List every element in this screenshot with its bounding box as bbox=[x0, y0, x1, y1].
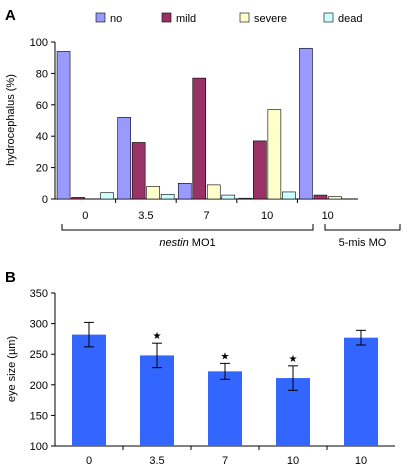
panel-a-y-tick-label: 60 bbox=[36, 100, 48, 112]
panel-b-y-tick-label: 300 bbox=[30, 319, 48, 331]
panel-b-significance-star: ★ bbox=[153, 331, 162, 342]
panel-a-legend: no mild severe dead bbox=[95, 12, 362, 25]
panel-b-y-tick-label: 100 bbox=[30, 441, 48, 453]
panel-a-bar-mild bbox=[313, 194, 328, 200]
panel-b-x-tick-label: 10 bbox=[355, 455, 367, 467]
panel-a-bar-no bbox=[177, 183, 192, 200]
panel-a-bar-dead bbox=[221, 194, 236, 200]
panel-a-x-tick-label: 3.5 bbox=[138, 210, 153, 222]
panel-b-bar bbox=[344, 337, 378, 446]
panel-b-x-tick-label: 3.5 bbox=[149, 455, 164, 467]
panel-a-group-brackets: nestin MO1 5-mis MO bbox=[61, 224, 401, 249]
panel-a-bar-mild bbox=[253, 140, 267, 200]
panel-a-legend-swatch-severe bbox=[239, 12, 250, 23]
panel-a-label: A bbox=[5, 7, 16, 24]
panel-a-x-tick-label: 7 bbox=[203, 210, 209, 222]
panel-a-legend-label-dead: dead bbox=[338, 13, 362, 25]
panel-a-bar-no bbox=[238, 197, 253, 200]
panel-a-y-tick-label: 0 bbox=[42, 194, 48, 206]
panel-a-hydrocephalus-chart: A hydrocephalus (%) no mild severe dead 0 20… bbox=[5, 7, 401, 249]
panel-a-group-label-text: 5-mis MO bbox=[339, 237, 387, 249]
panel-b-x-tick-label: 7 bbox=[222, 455, 228, 467]
panel-a-bar-dead bbox=[160, 193, 175, 200]
panel-a-y-tick-label: 80 bbox=[36, 68, 48, 80]
panel-a-x-tick-label: 10 bbox=[322, 210, 334, 222]
panel-a-group-bracket bbox=[61, 224, 314, 231]
panel-a-bar-no bbox=[299, 47, 313, 200]
panel-a-legend-swatch-mild bbox=[161, 12, 172, 23]
panel-a-ylabel: hydrocephalus (%) bbox=[5, 74, 17, 166]
panel-a-legend-swatch-no bbox=[95, 12, 106, 23]
panel-a-group-label: nestin MO1 bbox=[159, 237, 215, 249]
panel-b-y-tick-label: 150 bbox=[30, 410, 48, 422]
panel-b-significance-star: ★ bbox=[289, 354, 298, 365]
panel-a-bar-severe bbox=[206, 184, 221, 200]
panel-a-legend-label-mild: mild bbox=[176, 13, 196, 25]
panel-a-x-tick-label: 10 bbox=[261, 210, 273, 222]
panel-a-bar-no bbox=[117, 117, 131, 200]
panel-a-group-bracket bbox=[324, 224, 401, 231]
panel-a-y-tick-label: 100 bbox=[30, 37, 48, 49]
panel-a-group-label: 5-mis MO bbox=[339, 237, 387, 249]
panel-a-x-tick-labels: 0 3.5 7 10 10 bbox=[82, 210, 334, 222]
panel-b-significance-star: ★ bbox=[221, 351, 230, 362]
panel-a-bars bbox=[56, 47, 342, 200]
panel-a-bar-mild bbox=[71, 197, 85, 200]
panel-b-ylabel: eye size (µm) bbox=[6, 336, 18, 402]
panel-a-bar-no bbox=[56, 51, 71, 200]
panel-a-bar-mild bbox=[131, 142, 146, 200]
panel-a-group-label-text: MO1 bbox=[189, 237, 216, 249]
panel-b-x-tick-label: 0 bbox=[86, 455, 92, 467]
panel-a-bar-severe bbox=[267, 109, 282, 200]
panel-a-x-tick-label: 0 bbox=[82, 210, 88, 222]
panel-b-y-tick-label: 200 bbox=[30, 380, 48, 392]
panel-a-y-tick-label: 20 bbox=[36, 163, 48, 175]
panel-b-bar bbox=[140, 355, 174, 446]
panel-b-y-tick-label: 250 bbox=[30, 349, 48, 361]
panel-a-y-tick-label: 40 bbox=[36, 131, 48, 143]
panel-a-bar-severe bbox=[328, 196, 342, 200]
panel-a-legend-label-no: no bbox=[110, 13, 122, 25]
panel-a-bar-severe bbox=[146, 186, 160, 200]
panel-b-x-tick-label: 10 bbox=[287, 455, 299, 467]
panel-b-bar bbox=[208, 371, 242, 446]
panel-a-bar-dead bbox=[282, 191, 296, 200]
panel-b-bar bbox=[72, 334, 106, 446]
panel-a-bar-mild bbox=[192, 77, 207, 200]
panel-b-y-tick-label: 350 bbox=[30, 288, 48, 300]
panel-b-bars: ★ ★ ★ bbox=[72, 321, 378, 446]
panel-b-axes: 100 150 200 250 300 350 bbox=[30, 288, 395, 453]
panel-b-x-tick-labels: 0 3.5 7 10 10 bbox=[86, 455, 367, 467]
panel-a-bar-dead bbox=[100, 192, 114, 200]
panel-a-legend-swatch-dead bbox=[323, 12, 334, 23]
panel-a-legend-label-severe: severe bbox=[254, 13, 287, 25]
panel-b-label: B bbox=[5, 269, 16, 286]
panel-a-group-label-italic: nestin bbox=[159, 237, 188, 249]
